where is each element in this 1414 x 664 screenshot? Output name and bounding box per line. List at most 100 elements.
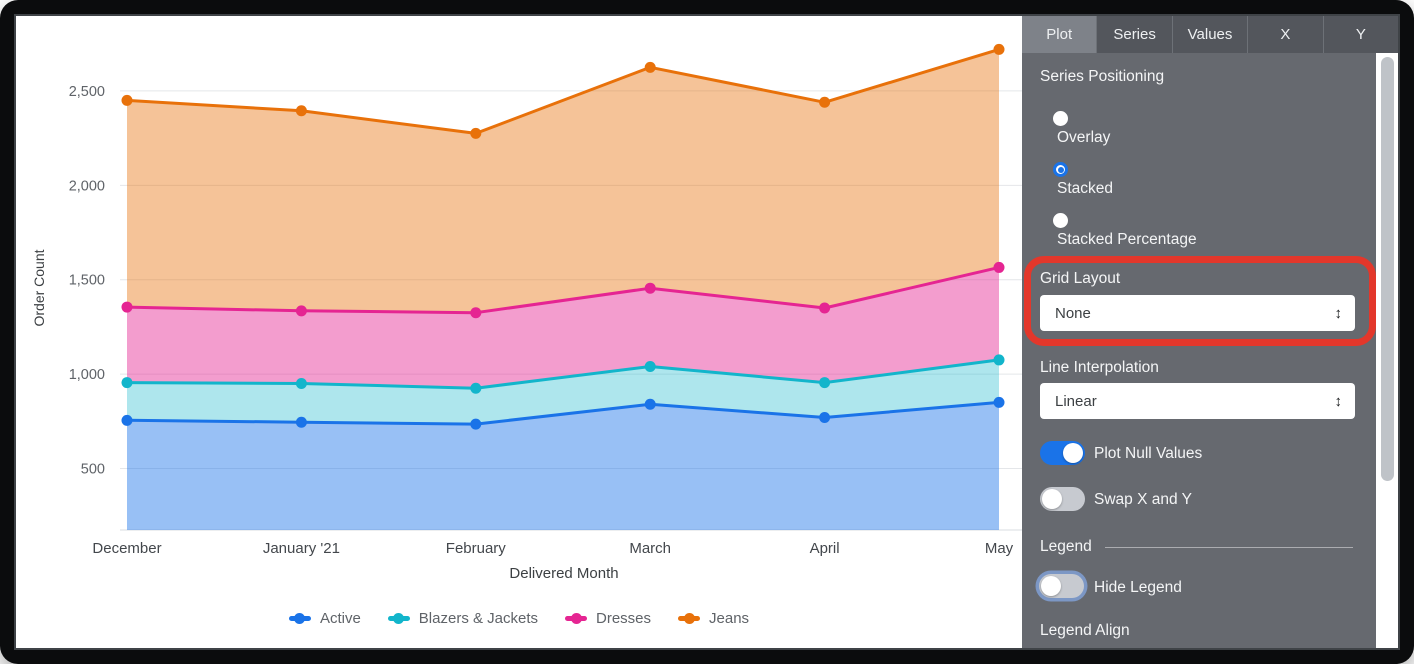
data-point-Dresses-May[interactable] — [993, 261, 1005, 273]
x-tick-label: April — [810, 540, 840, 557]
chart-legend: Active Blazers & Jackets Dresses Jeans — [16, 606, 1022, 630]
series-line-Dresses — [125, 265, 1001, 315]
data-point-Active-April[interactable] — [819, 411, 831, 423]
x-tick-label: December — [92, 540, 161, 557]
data-point-Jeans-May[interactable] — [993, 43, 1005, 55]
hide-legend-label: Hide Legend — [1094, 579, 1182, 596]
data-point-Dresses-April[interactable] — [819, 302, 831, 314]
legend-item-Dresses[interactable]: Dresses — [565, 610, 651, 627]
data-point-Blazers & Jackets-March[interactable] — [644, 361, 656, 373]
panel-scrollbar-track[interactable] — [1376, 53, 1398, 648]
data-point-Jeans-March[interactable] — [644, 61, 656, 73]
legend-item-Blazers & Jackets[interactable]: Blazers & Jackets — [387, 609, 539, 627]
data-point-Blazers & Jackets-January '21[interactable] — [295, 378, 307, 390]
legend-item-label: Active — [319, 609, 361, 627]
series-positioning-label: Series Positioning — [1040, 68, 1165, 85]
series-line-Blazers & Jackets — [125, 358, 1001, 390]
plot-null-values-label: Plot Null Values — [1094, 445, 1203, 462]
area-band-Jeans — [127, 49, 999, 313]
data-point-Jeans-February[interactable] — [470, 127, 482, 139]
data-point-Blazers & Jackets-February[interactable] — [470, 382, 482, 394]
grid-layout-label: Grid Layout — [1040, 270, 1121, 287]
settings-panel: Plot Series Values X Y Series Positionin… — [1022, 16, 1398, 648]
data-point-Active-December[interactable] — [121, 414, 133, 426]
grid-layout-select[interactable]: None ↕ — [1040, 295, 1355, 331]
y-tick-label: 1,500 — [69, 273, 105, 289]
data-point-Active-January '21[interactable] — [295, 416, 307, 428]
line-interpolation-value: Linear — [1055, 392, 1097, 410]
radio-stacked-label: Stacked — [1057, 180, 1114, 197]
area-band-Blazers & Jackets — [127, 359, 999, 425]
radio-stacked-percentage[interactable] — [1053, 213, 1068, 228]
panel-tab-bar: Plot Series Values X Y — [1022, 16, 1398, 53]
data-point-Jeans-January '21[interactable] — [295, 105, 307, 117]
legend-item-Jeans[interactable]: Jeans — [678, 610, 749, 627]
radio-overlay-label: Overlay — [1057, 129, 1111, 146]
legend-item-Active[interactable]: Active — [288, 609, 361, 627]
y-tick-label: 1,000 — [69, 367, 105, 383]
y-tick-label: 2,500 — [69, 84, 105, 100]
legend-marker-icon — [565, 612, 588, 624]
legend-section-header: Legend — [1040, 538, 1092, 555]
legend-item-label: Blazers & Jackets — [418, 609, 539, 627]
line-interpolation-label: Line Interpolation — [1040, 359, 1159, 376]
series-line-Active — [125, 400, 1001, 426]
legend-item-label: Jeans — [709, 609, 750, 627]
legend-marker-icon — [678, 612, 701, 624]
data-point-Jeans-April[interactable] — [819, 96, 831, 108]
tab-values[interactable]: Values — [1171, 16, 1247, 53]
tab-x[interactable]: X — [1247, 16, 1322, 53]
chart-region: 500 1,000 1,500 2,000 2,500 December January '… — [16, 16, 1024, 648]
updown-stepper-icon: ↕ — [1334, 392, 1343, 410]
tab-plot[interactable]: Plot — [1022, 16, 1097, 53]
x-tick-label: March — [629, 540, 671, 557]
x-tick-label: May — [985, 540, 1014, 557]
x-tick-label: January '21 — [263, 540, 340, 557]
data-point-Dresses-January '21[interactable] — [295, 305, 307, 317]
data-point-Blazers & Jackets-May[interactable] — [993, 354, 1005, 366]
y-tick-label: 500 — [81, 461, 105, 477]
app-content: 500 1,000 1,500 2,000 2,500 December January '… — [14, 14, 1400, 650]
swap-x-and-y-label: Swap X and Y — [1094, 491, 1192, 508]
radio-stacked[interactable] — [1053, 162, 1068, 177]
area-band-Active — [127, 402, 999, 530]
data-point-Dresses-December[interactable] — [121, 301, 133, 313]
hide-legend-toggle[interactable] — [1039, 574, 1084, 598]
legend-section-divider — [1105, 547, 1353, 548]
data-point-Blazers & Jackets-December[interactable] — [121, 377, 133, 389]
data-point-Active-February[interactable] — [470, 418, 482, 430]
data-point-Dresses-February[interactable] — [470, 307, 482, 319]
toggle-knob — [1041, 576, 1061, 596]
data-point-Blazers & Jackets-April[interactable] — [819, 377, 831, 389]
radio-overlay[interactable] — [1053, 111, 1068, 126]
legend-item-label: Dresses — [596, 609, 652, 627]
data-point-Active-March[interactable] — [644, 398, 656, 410]
legend-align-label: Legend Align — [1040, 622, 1130, 639]
y-axis-title: Order Count — [31, 249, 47, 326]
series-line-Jeans — [125, 47, 1001, 135]
panel-scrollbar-thumb[interactable] — [1380, 57, 1394, 481]
data-point-Dresses-March[interactable] — [644, 282, 656, 294]
legend-marker-dot — [570, 612, 582, 624]
line-interpolation-select[interactable]: Linear ↕ — [1040, 383, 1355, 419]
legend-marker-dot — [294, 612, 306, 624]
toggle-knob — [1042, 489, 1062, 509]
x-tick-label: February — [446, 540, 507, 557]
legend-marker-dot — [393, 612, 405, 624]
updown-stepper-icon: ↕ — [1334, 304, 1343, 322]
data-point-Jeans-December[interactable] — [121, 94, 133, 106]
grid-layout-value: None — [1055, 304, 1091, 322]
legend-marker-icon — [288, 612, 311, 624]
plot-null-values-toggle[interactable] — [1040, 441, 1085, 465]
data-point-Active-May[interactable] — [993, 396, 1005, 408]
toggle-knob — [1063, 443, 1083, 463]
stacked-area-chart: 500 1,000 1,500 2,000 2,500 December January '… — [31, 43, 1024, 582]
tab-series[interactable]: Series — [1096, 16, 1171, 53]
legend-marker-dot — [683, 612, 695, 624]
legend-marker-icon — [387, 612, 410, 624]
tab-y[interactable]: Y — [1322, 16, 1398, 53]
radio-stacked-percentage-label: Stacked Percentage — [1057, 231, 1197, 248]
swap-x-and-y-toggle[interactable] — [1040, 487, 1085, 511]
x-axis-title: Delivered Month — [509, 565, 618, 582]
area-band-Dresses — [127, 267, 999, 389]
